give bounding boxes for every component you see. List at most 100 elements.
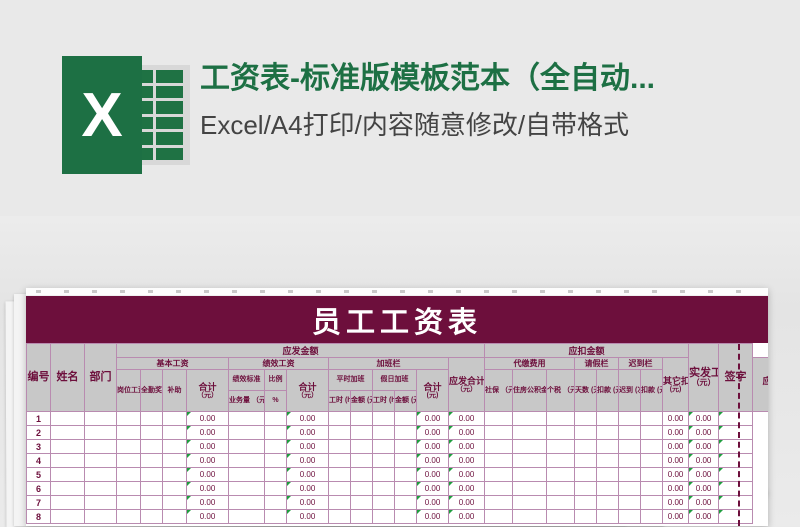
- table-cell[interactable]: 0.00: [447, 495, 486, 510]
- table-cell[interactable]: [140, 481, 163, 496]
- table-cell[interactable]: [328, 453, 351, 468]
- table-cell[interactable]: [84, 411, 117, 426]
- row-index[interactable]: 1: [26, 411, 51, 426]
- table-cell[interactable]: [640, 411, 664, 426]
- table-row[interactable]: 7 0.00 0.00 0.00 0.00 0.00 0.00: [26, 495, 769, 510]
- table-cell[interactable]: 0.00: [416, 411, 449, 426]
- table-cell[interactable]: 0.00: [416, 439, 449, 454]
- table-cell[interactable]: [618, 481, 642, 496]
- table-cell[interactable]: [546, 481, 576, 496]
- table-cell[interactable]: [50, 495, 85, 510]
- table-cell[interactable]: [512, 453, 548, 468]
- row-index[interactable]: 4: [26, 453, 51, 468]
- table-cell[interactable]: [84, 453, 117, 468]
- table-cell[interactable]: [140, 425, 163, 440]
- table-cell[interactable]: [574, 411, 598, 426]
- table-cell[interactable]: [574, 509, 598, 524]
- table-cell[interactable]: [228, 453, 265, 468]
- table-cell[interactable]: 0.00: [447, 425, 486, 440]
- table-cell[interactable]: 0.00: [416, 481, 449, 496]
- table-cell[interactable]: [328, 439, 351, 454]
- table-cell[interactable]: 0.00: [662, 439, 690, 454]
- row-index[interactable]: 7: [26, 495, 51, 510]
- table-cell[interactable]: 0.00: [447, 481, 486, 496]
- table-cell[interactable]: [484, 453, 514, 468]
- table-cell[interactable]: [640, 481, 664, 496]
- table-cell[interactable]: [328, 411, 351, 426]
- row-index[interactable]: 6: [26, 481, 51, 496]
- table-cell[interactable]: 0.00: [688, 509, 720, 524]
- table-cell[interactable]: [718, 439, 754, 454]
- table-cell[interactable]: [546, 467, 576, 482]
- table-cell[interactable]: 0.00: [447, 439, 486, 454]
- table-cell[interactable]: [618, 411, 642, 426]
- table-cell[interactable]: [264, 453, 287, 468]
- table-cell[interactable]: [484, 439, 514, 454]
- table-row[interactable]: 6 0.00 0.00 0.00 0.00 0.00 0.00: [26, 481, 769, 496]
- table-cell[interactable]: [484, 411, 514, 426]
- row-index[interactable]: 2: [26, 425, 51, 440]
- table-cell[interactable]: [140, 411, 163, 426]
- table-cell[interactable]: 0.00: [416, 453, 449, 468]
- table-cell[interactable]: [372, 467, 395, 482]
- table-cell[interactable]: [264, 481, 287, 496]
- table-cell[interactable]: [596, 509, 620, 524]
- table-cell[interactable]: [546, 495, 576, 510]
- table-cell[interactable]: [718, 495, 754, 510]
- table-cell[interactable]: [116, 411, 141, 426]
- table-cell[interactable]: 0.00: [186, 425, 229, 440]
- table-cell[interactable]: [162, 411, 187, 426]
- table-cell[interactable]: [484, 425, 514, 440]
- table-cell[interactable]: [84, 467, 117, 482]
- table-cell[interactable]: [50, 481, 85, 496]
- table-cell[interactable]: [162, 439, 187, 454]
- table-cell[interactable]: [350, 467, 373, 482]
- table-cell[interactable]: 0.00: [688, 495, 720, 510]
- table-cell[interactable]: [394, 495, 417, 510]
- table-cell[interactable]: [84, 481, 117, 496]
- table-cell[interactable]: [596, 425, 620, 440]
- table-cell[interactable]: [350, 439, 373, 454]
- table-cell[interactable]: [140, 495, 163, 510]
- table-cell[interactable]: 0.00: [286, 411, 329, 426]
- table-cell[interactable]: [640, 439, 664, 454]
- table-cell[interactable]: [640, 467, 664, 482]
- table-cell[interactable]: 0.00: [416, 495, 449, 510]
- table-cell[interactable]: [718, 453, 754, 468]
- table-cell[interactable]: [228, 481, 265, 496]
- table-cell[interactable]: 0.00: [447, 411, 486, 426]
- table-cell[interactable]: [116, 509, 141, 524]
- table-cell[interactable]: 0.00: [286, 509, 329, 524]
- table-cell[interactable]: [596, 453, 620, 468]
- table-cell[interactable]: [264, 467, 287, 482]
- table-row[interactable]: 4 0.00 0.00 0.00 0.00 0.00 0.00: [26, 453, 769, 468]
- table-cell[interactable]: [140, 439, 163, 454]
- table-cell[interactable]: [328, 425, 351, 440]
- table-cell[interactable]: [116, 481, 141, 496]
- table-cell[interactable]: [596, 439, 620, 454]
- table-cell[interactable]: [618, 467, 642, 482]
- table-cell[interactable]: [394, 509, 417, 524]
- table-cell[interactable]: [228, 467, 265, 482]
- table-cell[interactable]: [596, 411, 620, 426]
- table-cell[interactable]: [394, 425, 417, 440]
- table-cell[interactable]: [162, 453, 187, 468]
- table-cell[interactable]: [718, 467, 754, 482]
- table-cell[interactable]: [512, 467, 548, 482]
- table-cell[interactable]: [546, 509, 576, 524]
- table-cell[interactable]: [264, 425, 287, 440]
- table-cell[interactable]: [228, 509, 265, 524]
- table-cell[interactable]: [546, 425, 576, 440]
- table-cell[interactable]: 0.00: [286, 453, 329, 468]
- table-cell[interactable]: [618, 495, 642, 510]
- table-cell[interactable]: [640, 509, 664, 524]
- table-row[interactable]: 8 0.00 0.00 0.00 0.00 0.00 0.00: [26, 509, 769, 524]
- table-cell[interactable]: [264, 411, 287, 426]
- table-cell[interactable]: [116, 495, 141, 510]
- row-index[interactable]: 8: [26, 509, 51, 524]
- table-cell[interactable]: [618, 425, 642, 440]
- table-cell[interactable]: [350, 495, 373, 510]
- table-cell[interactable]: [350, 509, 373, 524]
- table-cell[interactable]: 0.00: [662, 509, 690, 524]
- table-cell[interactable]: 0.00: [186, 495, 229, 510]
